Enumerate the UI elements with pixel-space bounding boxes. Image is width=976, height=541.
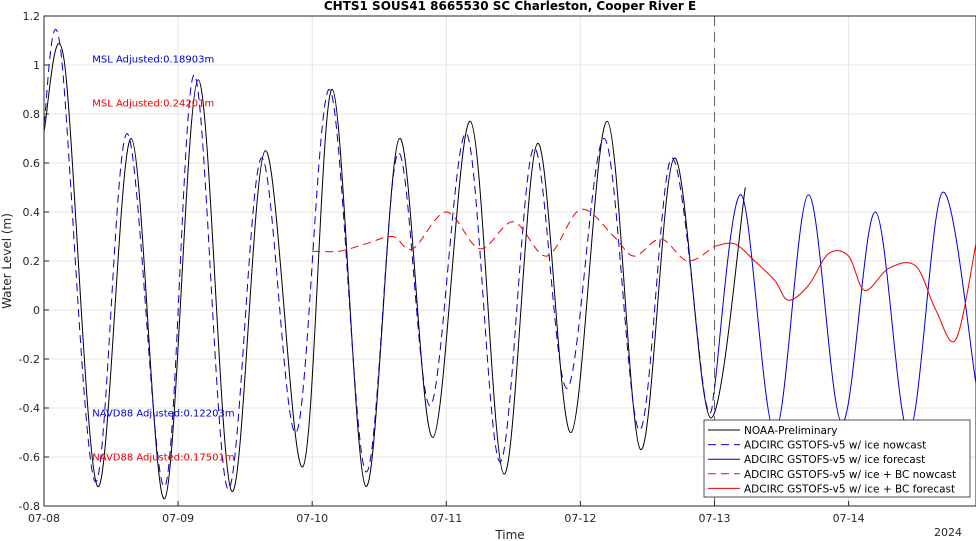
y-tick-label: -0.8	[19, 500, 40, 513]
y-axis-label: Water Level (m)	[0, 213, 14, 309]
x-tick-label: 07-10	[296, 512, 328, 525]
x-tick-label: 07-14	[833, 512, 865, 525]
x-tick-label: 07-11	[430, 512, 462, 525]
series-line-3	[312, 208, 715, 262]
x-tick-label: 07-12	[564, 512, 596, 525]
series-line-4	[714, 242, 976, 343]
series-line-1	[44, 28, 715, 490]
annotation-layer: MSL Adjusted:0.18903m MSL Adjusted:0.2420…	[92, 55, 234, 464]
y-tick-label: 1.2	[23, 10, 41, 23]
legend: NOAA-Preliminary ADCIRC GSTOFS-v5 w/ ice …	[703, 419, 971, 498]
chart-title: CHTS1 SOUS41 8665530 SC Charleston, Coop…	[324, 0, 696, 13]
legend-box	[703, 419, 971, 498]
x-tick-label: 07-09	[162, 512, 194, 525]
x-tick-label: 07-08	[28, 512, 60, 525]
annotation-label: MSL Adjusted:0.24201m	[92, 99, 214, 110]
y-tick-label: 0.6	[23, 157, 41, 170]
y-tick-label: -0.4	[19, 402, 40, 415]
y-tick-label: 0.2	[23, 255, 41, 268]
y-tick-label: 1	[33, 59, 40, 72]
x-tick-label: 07-13	[699, 512, 731, 525]
y-tick-label: 0.4	[23, 206, 41, 219]
y-tick-label: -0.6	[19, 451, 40, 464]
annotation-label: NAVD88 Adjusted:0.12203m	[92, 409, 234, 420]
axes-layer: -0.8 -0.6 -0.4 -0.2 0 0.2 0.4 0.6 0.8 1 1.2 07-08 07…	[19, 10, 976, 525]
legend-entry: ADCIRC GSTOFS-v5 w/ ice nowcast	[744, 440, 926, 452]
legend-entry: ADCIRC GSTOFS-v5 w/ ice forecast	[744, 454, 925, 466]
y-tick-label: -0.2	[19, 353, 40, 366]
legend-entry: ADCIRC GSTOFS-v5 w/ ice + BC forecast	[744, 483, 955, 495]
axes-box	[43, 15, 976, 507]
y-tick-label: 0.8	[23, 108, 41, 121]
year-label: 2024	[934, 526, 962, 539]
y-tick-label: 0	[33, 304, 40, 317]
annotation-label: MSL Adjusted:0.18903m	[92, 55, 214, 66]
series-line-0	[44, 43, 746, 500]
x-axis-label: Time	[494, 528, 524, 541]
legend-entry: ADCIRC GSTOFS-v5 w/ ice + BC nowcast	[744, 469, 956, 481]
annotation-label: NAVD88 Adjusted:0.17501m	[92, 453, 234, 464]
legend-entry: NOAA-Preliminary	[744, 425, 837, 437]
